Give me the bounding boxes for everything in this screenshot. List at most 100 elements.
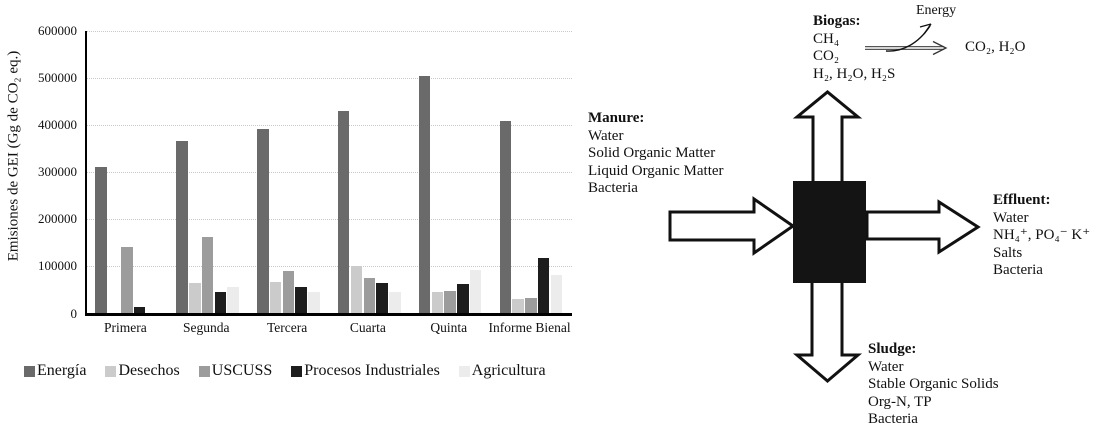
x-tick-label-Primera: Primera — [104, 320, 147, 335]
legend-item-Agricultura: Agricultura — [458, 362, 546, 380]
manure-item: Solid Organic Matter — [588, 145, 716, 161]
biogas-up-arrow — [792, 90, 863, 185]
effluent-block: Effluent: Water NH₄⁺, PO₄⁻ K⁺ Salts Bacteri… — [993, 192, 1090, 280]
bar-Energía-Informe Bienal — [499, 121, 512, 313]
manure-input-arrow — [668, 196, 796, 256]
energy-label: Energy — [916, 3, 957, 18]
legend-label: Agricultura — [471, 362, 546, 379]
sludge-block: Sludge: Water Stable Organic Solids Org-N,… — [868, 341, 999, 429]
bar-Desechos-Tercera — [269, 281, 282, 313]
legend-label: Procesos Industriales — [304, 362, 440, 379]
bar-Agricultura-Segunda — [227, 286, 239, 313]
bar-Agricultura-Quinta — [469, 270, 482, 313]
legend-swatch-icon — [198, 366, 210, 377]
biogas-item: CH₄ — [813, 30, 840, 47]
bar-Procesos Industriales-Cuarta — [376, 282, 388, 313]
biogas-item: CO₂ — [813, 48, 840, 64]
effluent-title: Effluent: — [993, 192, 1051, 208]
biogas-item: H₂, H₂O, H₂S — [813, 65, 896, 82]
x-tick-label-Segunda: Segunda — [183, 320, 230, 335]
sludge-item: Water — [868, 358, 904, 375]
y-tick-label: 200000 — [38, 211, 77, 226]
legend-swatch-icon — [105, 366, 117, 377]
combustion-products-label: CO₂, H₂O — [965, 39, 1026, 55]
bar-USCUSS-Tercera — [282, 270, 295, 313]
bar-USCUSS-Cuarta — [363, 278, 376, 313]
bar-Desechos-Quinta — [431, 292, 444, 313]
bar-Energía-Cuarta — [337, 110, 350, 313]
x-tick-label-Informe Bienal: Informe Bienal — [488, 320, 571, 335]
y-tick-label: 0 — [70, 306, 78, 321]
diagram-arrows-graphic — [668, 23, 981, 383]
digester-flow-diagram: Manure: Water Solid Organic Matter Liquid … — [580, 0, 1100, 431]
plot-area — [85, 31, 572, 316]
bar-Energía-Segunda — [176, 141, 188, 313]
bar-Agricultura-Cuarta — [389, 291, 401, 313]
manure-title: Manure: — [588, 110, 645, 126]
manure-item: Liquid Organic Matter — [588, 162, 724, 179]
gridline — [87, 219, 572, 220]
y-tick-label: 100000 — [38, 258, 77, 273]
bar-Desechos-Cuarta — [350, 266, 363, 313]
bar-USCUSS-Informe Bienal — [525, 297, 537, 313]
y-tick-label: 400000 — [38, 117, 77, 132]
manure-item: Bacteria — [588, 180, 638, 196]
bar-Energía-Tercera — [257, 128, 269, 313]
gridline — [87, 266, 572, 267]
y-tick-label: 600000 — [38, 23, 77, 38]
chart-legend: Energía Desechos USCUSS Procesos Industrial… — [24, 362, 546, 380]
y-tick-label: 500000 — [38, 70, 77, 85]
effluent-output-arrow — [865, 199, 981, 255]
legend-item-Desechos: Desechos — [105, 362, 180, 380]
x-tick-label-Cuarta: Cuarta — [349, 320, 386, 335]
bar-Agricultura-Informe Bienal — [550, 274, 563, 313]
bar-Procesos Industriales-Informe Bienal — [537, 258, 550, 313]
legend-swatch-icon — [458, 366, 470, 377]
bar-Agricultura-Tercera — [308, 291, 320, 313]
bar-USCUSS-Primera — [121, 247, 133, 313]
bar-Procesos Industriales-Primera — [133, 306, 146, 313]
sludge-down-arrow — [792, 279, 863, 383]
sludge-item: Org-N, TP — [868, 393, 932, 410]
bar-USCUSS-Quinta — [444, 290, 456, 313]
combustion-arrow — [865, 40, 948, 56]
manure-item: Water — [588, 127, 624, 144]
gridline — [87, 78, 572, 79]
bar-Procesos Industriales-Quinta — [457, 284, 469, 313]
ghg-emissions-bar-chart: Emisiones de GEI (Gg de CO₂ eq.) 0 100000… — [6, 23, 572, 380]
bar-Energía-Quinta — [418, 75, 431, 313]
bar-Procesos Industriales-Tercera — [295, 287, 307, 313]
biogas-block: Biogas: CH₄ CO₂ H₂, H₂O, H₂S — [813, 13, 895, 83]
energy-curved-arrow — [885, 23, 932, 52]
bar-Procesos Industriales-Segunda — [214, 291, 227, 313]
legend-item-USCUSS: USCUSS — [198, 362, 273, 380]
effluent-item: Bacteria — [993, 262, 1043, 278]
sludge-item: Bacteria — [868, 411, 918, 427]
effluent-item: NH₄⁺, PO₄⁻ K⁺ — [993, 227, 1091, 243]
legend-label: Energía — [37, 362, 87, 379]
legend-item-Energía: Energía — [24, 362, 86, 380]
legend-swatch-icon — [291, 366, 303, 377]
legend-label: USCUSS — [211, 362, 273, 379]
sludge-title: Sludge: — [868, 341, 917, 357]
legend-label: Desechos — [118, 362, 180, 379]
manure-block: Manure: Water Solid Organic Matter Liquid … — [588, 110, 724, 198]
gridline — [87, 172, 572, 173]
x-tick-label-Quinta: Quinta — [430, 320, 468, 335]
biogas-title: Biogas: — [813, 13, 861, 29]
legend-item-Procesos Industriales: Procesos Industriales — [291, 362, 440, 380]
digester-box — [793, 181, 866, 283]
gridline — [87, 31, 572, 32]
bar-Desechos-Segunda — [189, 283, 201, 313]
x-tick-label-Tercera: Tercera — [266, 320, 308, 335]
sludge-item: Stable Organic Solids — [868, 376, 999, 392]
y-tick-label: 300000 — [38, 164, 77, 179]
bar-Energía-Primera — [95, 167, 107, 313]
bar-USCUSS-Segunda — [201, 237, 214, 313]
effluent-item: Salts — [993, 244, 1023, 261]
legend-swatch-icon — [24, 366, 35, 377]
gridline — [87, 125, 572, 126]
effluent-item: Water — [993, 209, 1029, 226]
bar-Desechos-Informe Bienal — [512, 298, 524, 313]
